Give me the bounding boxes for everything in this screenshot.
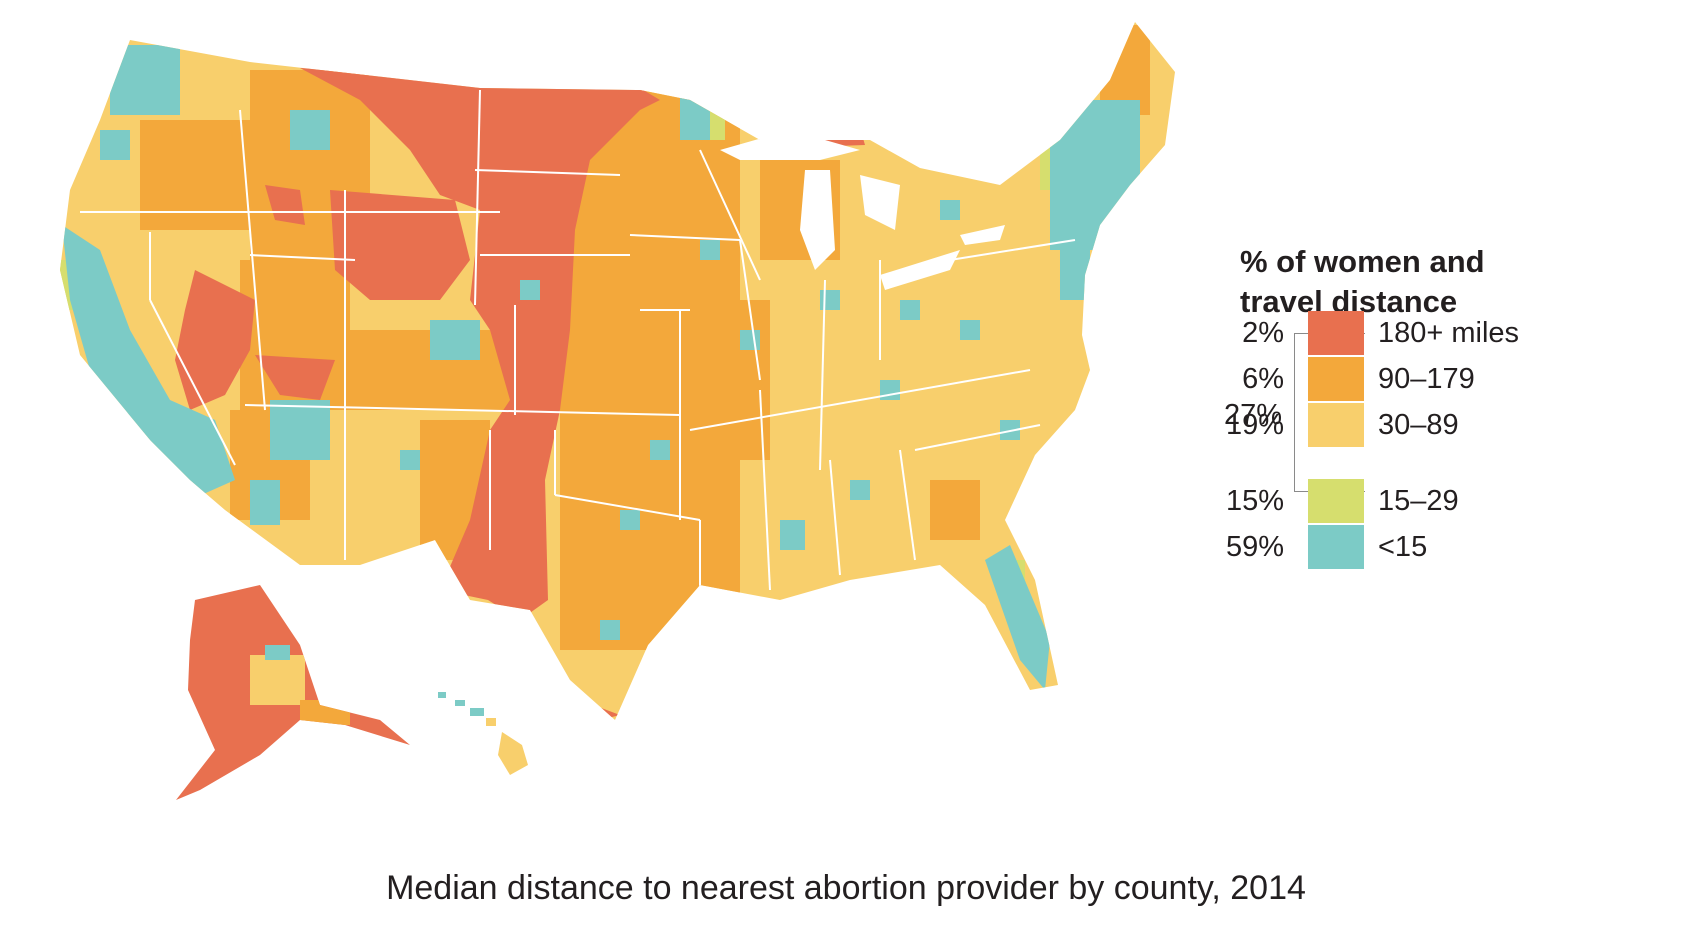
legend-range: 180+ miles	[1378, 317, 1520, 349]
legend-swatch	[1308, 357, 1364, 401]
legend-range: <15	[1378, 531, 1428, 563]
legend-percent: 15%	[1225, 485, 1284, 517]
legend-title: % of women and travel distance	[1240, 242, 1680, 322]
legend-range: 15–29	[1378, 485, 1459, 517]
state-borders	[80, 89, 1076, 591]
legend-percent: 19%	[1225, 409, 1284, 441]
legend-percent: 2%	[1242, 317, 1284, 349]
map-caption: Median distance to nearest abortion prov…	[386, 869, 1306, 907]
legend-title-line1: % of women and	[1240, 244, 1485, 279]
alaska	[176, 585, 410, 800]
legend-swatch	[1308, 525, 1364, 569]
legend-swatch	[1308, 311, 1364, 355]
zone-under-15	[62, 45, 1140, 690]
legend-range: 90–179	[1378, 363, 1475, 395]
legend-swatch	[1308, 479, 1364, 523]
hawaii	[438, 692, 528, 775]
legend-swatch	[1308, 403, 1364, 447]
legend-group-percent: 27%	[1223, 399, 1282, 431]
legend-percent: 6%	[1242, 363, 1284, 395]
legend-percent: 59%	[1225, 531, 1284, 563]
legend-range: 30–89	[1378, 409, 1459, 441]
great-lakes	[720, 130, 1005, 290]
